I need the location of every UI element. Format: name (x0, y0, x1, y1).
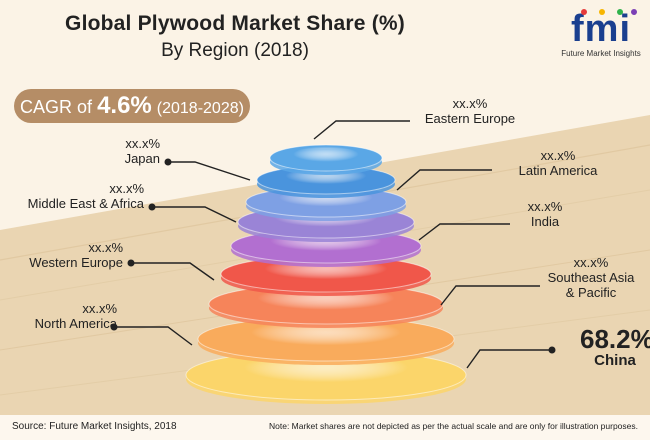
leader-line-middle-east-africa (152, 206, 237, 223)
cagr-period: (2018-2028) (156, 100, 244, 117)
label-middle-east-africa: xx.x% Middle East & Africa (14, 181, 144, 211)
label-latin-america: xx.x% Latin America (498, 148, 618, 178)
chart-title: Global Plywood Market Share (%) (65, 12, 405, 35)
leader-dot-japan (164, 158, 172, 166)
leader-dot-china (548, 346, 556, 354)
disc-eastern-europe (269, 144, 383, 172)
label-value-southeast-asia-pacific: xx.x% (573, 255, 609, 270)
label-name-china: China (594, 352, 636, 369)
leader-line-latin-america (396, 169, 492, 191)
leader-line-north-america (114, 326, 193, 346)
logo-mark: fmi (571, 8, 631, 50)
cagr-prefix: CAGR of (20, 97, 98, 117)
cagr-value: 4.6% (97, 92, 152, 119)
leader-line-western-europe (131, 262, 215, 281)
label-value-eastern-europe: xx.x% (452, 96, 488, 111)
fmi-logo: fmi Future Market Insights (556, 8, 646, 58)
leader-line-eastern-europe (313, 120, 410, 140)
leader-dot-middle-east-africa (148, 203, 156, 211)
label-eastern-europe: xx.x% Eastern Europe (410, 96, 530, 126)
label-value-latin-america: xx.x% (540, 148, 576, 163)
cagr-badge: CAGR of 4.6% (2018-2028) (14, 89, 250, 123)
leader-line-southeast-asia-pacific (440, 285, 540, 306)
scale-disclaimer: Note: Market shares are not depicted as … (268, 421, 638, 431)
source-note: Source: Future Market Insights, 2018 (12, 421, 177, 432)
chart-subtitle: By Region (2018) (161, 40, 309, 61)
logo-dots (581, 9, 637, 15)
leader-dot-western-europe (127, 259, 135, 267)
label-india: xx.x% India (515, 199, 575, 229)
label-value-western-europe: xx.x% (88, 240, 123, 255)
label-western-europe: xx.x% Western Europe (18, 240, 123, 270)
label-name-middle-east-africa: Middle East & Africa (27, 196, 144, 211)
label-value-japan: xx.x% (125, 136, 160, 151)
label-southeast-asia-pacific: xx.x% Southeast Asia & Pacific (536, 255, 646, 300)
label-japan: xx.x% Japan (60, 136, 160, 166)
label-name-eastern-europe: Eastern Europe (424, 111, 516, 126)
logo-subtitle: Future Market Insights (561, 49, 641, 58)
label-value-india: xx.x% (527, 199, 563, 214)
label-north-america: xx.x% North America (12, 301, 117, 331)
leader-dot-north-america (110, 323, 118, 331)
label-value-china: 68.2% (580, 324, 650, 354)
label-name-southeast-asia-pacific-line2: & Pacific (565, 285, 617, 300)
label-name-latin-america: Latin America (518, 163, 598, 178)
footer-strip (0, 415, 650, 440)
label-value-middle-east-africa: xx.x% (109, 181, 144, 196)
label-value-north-america: xx.x% (82, 301, 117, 316)
chart-title-block: Global Plywood Market Share (%) By Regio… (0, 12, 470, 62)
label-china: 68.2% China (580, 325, 650, 368)
label-name-north-america: North America (34, 316, 117, 331)
label-name-india: India (530, 214, 560, 229)
leader-line-japan (168, 161, 251, 181)
leader-line-india (418, 223, 510, 241)
label-name-southeast-asia-pacific-line1: Southeast Asia (547, 270, 635, 285)
leader-line-china (466, 349, 552, 369)
label-name-western-europe: Western Europe (29, 255, 123, 270)
label-name-japan: Japan (124, 151, 160, 166)
